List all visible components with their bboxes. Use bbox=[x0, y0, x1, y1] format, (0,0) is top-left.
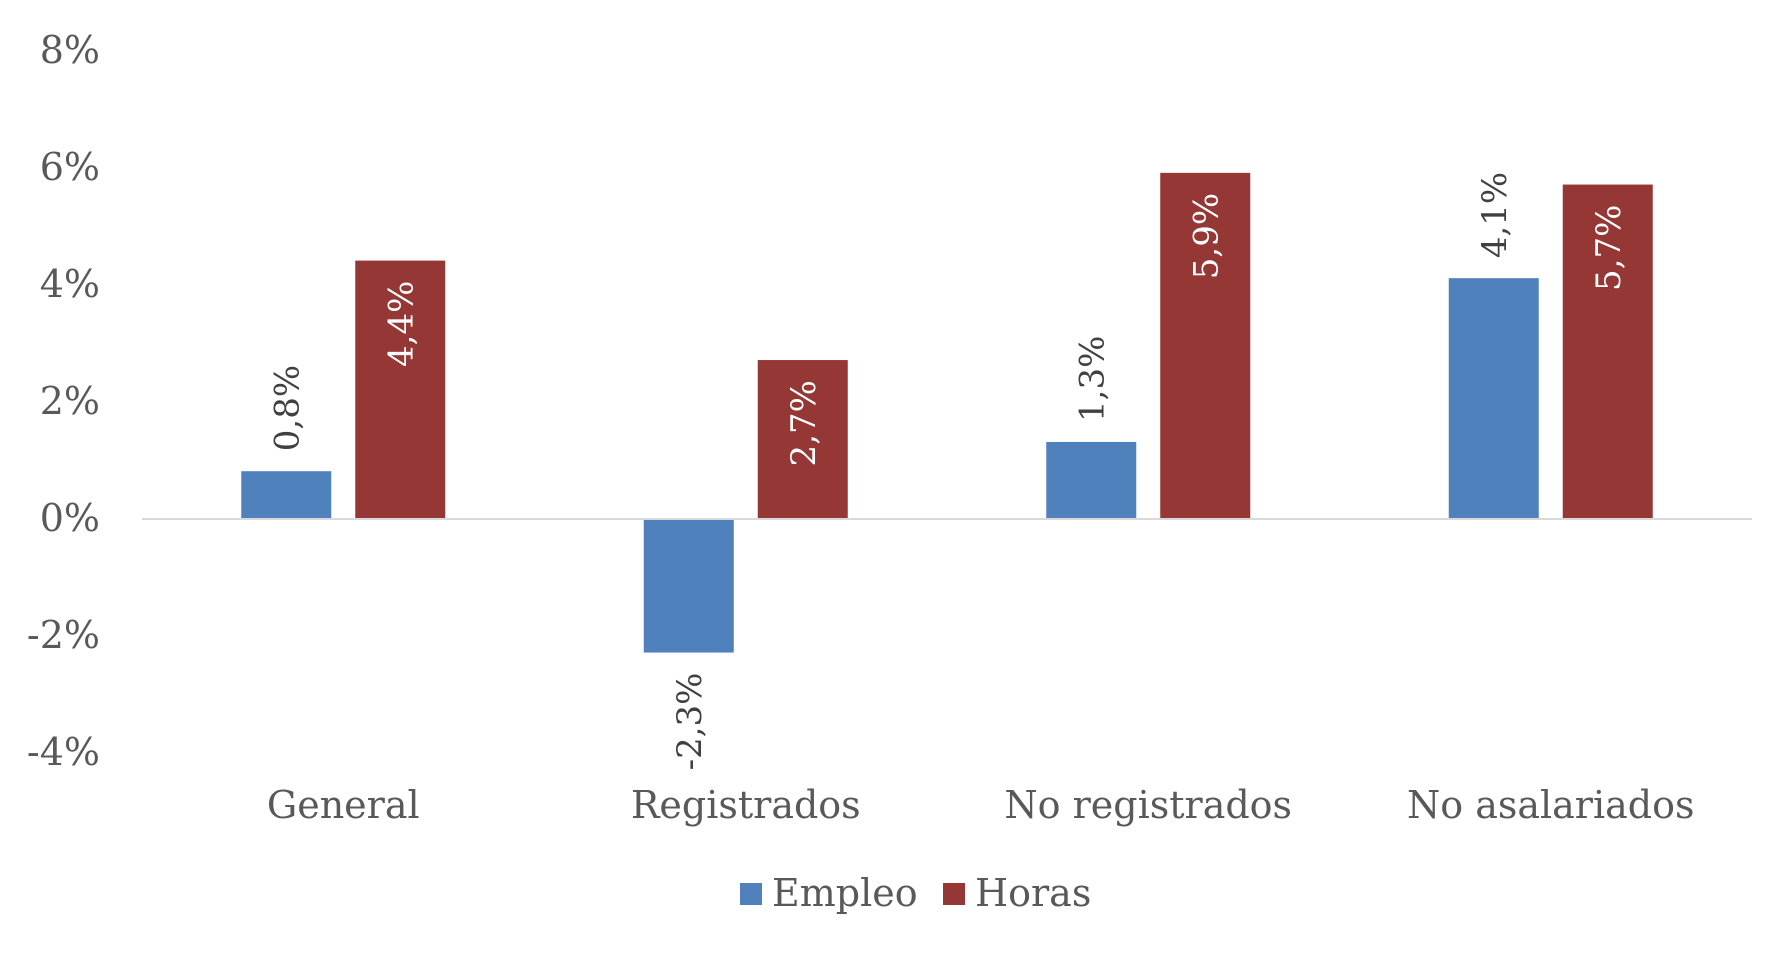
x-category-label: No asalariados bbox=[1407, 783, 1695, 827]
y-tick-label: -2% bbox=[27, 613, 100, 657]
legend: Empleo Horas bbox=[740, 871, 1091, 915]
y-tick-label: 4% bbox=[40, 262, 100, 306]
bar-empleo bbox=[241, 471, 332, 518]
bar-horas bbox=[355, 260, 446, 518]
bar-horas bbox=[1160, 172, 1251, 518]
y-tick-label: 8% bbox=[40, 28, 100, 72]
y-tick-label: -4% bbox=[27, 730, 100, 774]
data-label-horas: 4,4% bbox=[381, 281, 421, 367]
bar-horas bbox=[757, 360, 848, 518]
data-label-horas: 2,7% bbox=[784, 380, 824, 466]
legend-label-empleo: Empleo bbox=[772, 871, 918, 915]
data-label-empleo: -2,3% bbox=[670, 673, 710, 771]
x-category-label: General bbox=[267, 783, 420, 827]
x-category-label: No registrados bbox=[1004, 783, 1292, 827]
bar-empleo bbox=[643, 518, 734, 653]
legend-swatch-horas bbox=[943, 883, 965, 905]
bar-empleo bbox=[1046, 441, 1137, 518]
y-axis: -4% -2% 0% 2% 4% 6% 8% bbox=[27, 28, 100, 774]
data-label-horas: 5,7% bbox=[1589, 205, 1629, 291]
y-tick-label: 6% bbox=[40, 145, 100, 189]
bars bbox=[241, 172, 1653, 653]
bar-horas bbox=[1562, 184, 1653, 519]
data-label-empleo: 4,1% bbox=[1475, 172, 1515, 258]
bar-empleo bbox=[1448, 278, 1539, 518]
legend-swatch-empleo bbox=[740, 883, 762, 905]
data-label-empleo: 0,8% bbox=[267, 365, 307, 451]
legend-label-horas: Horas bbox=[975, 871, 1091, 915]
x-category-label: Registrados bbox=[631, 783, 861, 827]
x-axis: General Registrados No registrados No asala… bbox=[267, 783, 1695, 827]
data-label-empleo: 1,3% bbox=[1072, 336, 1112, 422]
data-label-horas: 5,9% bbox=[1186, 193, 1226, 279]
y-tick-label: 2% bbox=[40, 379, 100, 423]
data-labels: 0,8% 4,4% -2,3% 2,7% 1,3% 5,9% 4,1% 5,7% bbox=[267, 172, 1629, 771]
y-tick-label: 0% bbox=[40, 496, 100, 540]
